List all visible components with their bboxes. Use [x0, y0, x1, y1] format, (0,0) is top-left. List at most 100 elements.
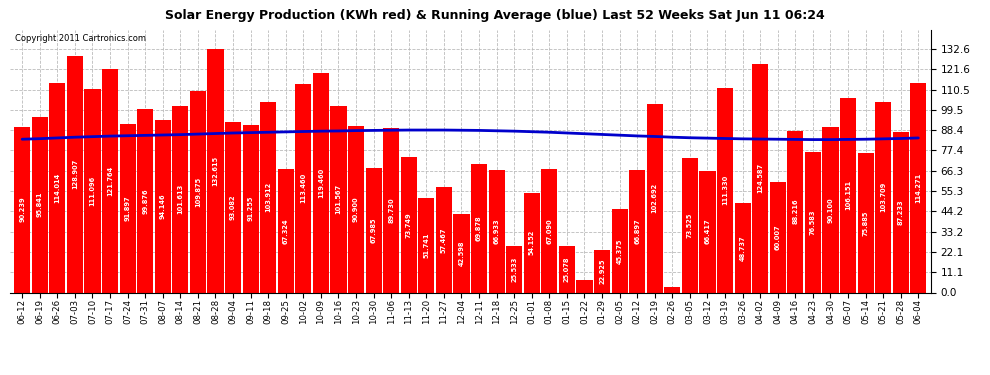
Bar: [277, 169, 294, 292]
Text: 95.841: 95.841: [37, 192, 43, 217]
Bar: [313, 73, 329, 292]
Bar: [682, 158, 698, 292]
Text: 73.749: 73.749: [406, 212, 412, 238]
Text: 75.885: 75.885: [862, 210, 868, 236]
Text: 114.014: 114.014: [54, 173, 60, 203]
Bar: [646, 104, 663, 292]
Text: 73.525: 73.525: [687, 212, 693, 238]
Text: 90.100: 90.100: [828, 197, 834, 223]
Bar: [172, 106, 188, 292]
Text: 66.897: 66.897: [635, 218, 641, 244]
Bar: [558, 246, 575, 292]
Text: 94.146: 94.146: [159, 193, 165, 219]
Bar: [137, 109, 153, 292]
Text: 51.741: 51.741: [424, 232, 430, 258]
Bar: [576, 280, 593, 292]
Text: 87.233: 87.233: [898, 200, 904, 225]
Bar: [717, 88, 734, 292]
Bar: [629, 170, 645, 292]
Bar: [664, 287, 680, 292]
Text: 99.876: 99.876: [143, 188, 148, 214]
Text: 93.082: 93.082: [230, 194, 236, 220]
Text: 57.467: 57.467: [441, 227, 446, 252]
Bar: [752, 64, 768, 292]
Text: 54.152: 54.152: [529, 230, 535, 255]
Bar: [893, 132, 909, 292]
Bar: [207, 49, 224, 292]
Text: 114.271: 114.271: [916, 172, 922, 203]
Text: 121.764: 121.764: [107, 166, 113, 196]
Text: 90.239: 90.239: [19, 197, 25, 222]
Text: 76.583: 76.583: [810, 210, 816, 235]
Bar: [84, 88, 101, 292]
Text: Copyright 2011 Cartronics.com: Copyright 2011 Cartronics.com: [15, 34, 146, 43]
Bar: [243, 125, 258, 292]
Bar: [823, 127, 839, 292]
Bar: [699, 171, 716, 292]
Bar: [14, 127, 31, 292]
Text: 111.096: 111.096: [89, 176, 95, 206]
Bar: [769, 182, 786, 292]
Bar: [612, 209, 628, 292]
Bar: [401, 157, 417, 292]
Bar: [805, 152, 821, 292]
Bar: [383, 128, 399, 292]
Bar: [331, 106, 346, 292]
Text: 124.587: 124.587: [757, 163, 763, 193]
Bar: [418, 198, 435, 292]
Text: 103.709: 103.709: [880, 182, 886, 213]
Text: 102.692: 102.692: [651, 183, 657, 213]
Bar: [190, 91, 206, 292]
Bar: [67, 56, 83, 292]
Bar: [154, 120, 171, 292]
Text: 101.613: 101.613: [177, 184, 183, 214]
Text: 106.151: 106.151: [845, 180, 851, 210]
Text: 48.737: 48.737: [740, 235, 745, 261]
Bar: [120, 124, 136, 292]
Text: Solar Energy Production (KWh red) & Running Average (blue) Last 52 Weeks Sat Jun: Solar Energy Production (KWh red) & Runn…: [165, 9, 825, 22]
Text: 90.900: 90.900: [353, 196, 359, 222]
Text: 67.324: 67.324: [283, 218, 289, 243]
Bar: [436, 187, 452, 292]
Bar: [32, 117, 48, 292]
Text: 109.875: 109.875: [195, 177, 201, 207]
Text: 69.878: 69.878: [476, 216, 482, 241]
Text: 111.330: 111.330: [722, 175, 728, 206]
Text: 67.985: 67.985: [370, 217, 376, 243]
Bar: [488, 170, 505, 292]
Text: 119.460: 119.460: [318, 168, 324, 198]
Bar: [594, 251, 610, 292]
Bar: [840, 98, 856, 292]
Bar: [857, 153, 873, 292]
Bar: [875, 102, 891, 292]
Bar: [787, 130, 804, 292]
Bar: [365, 168, 382, 292]
Bar: [102, 69, 118, 292]
Text: 66.417: 66.417: [705, 219, 711, 245]
Bar: [225, 122, 242, 292]
Text: 132.615: 132.615: [213, 156, 219, 186]
Text: 22.925: 22.925: [599, 259, 605, 284]
Bar: [735, 203, 750, 292]
Text: 113.460: 113.460: [300, 173, 306, 204]
Bar: [471, 164, 487, 292]
Text: 60.007: 60.007: [775, 225, 781, 250]
Text: 128.907: 128.907: [72, 159, 78, 189]
Text: 25.533: 25.533: [511, 256, 517, 282]
Bar: [453, 214, 469, 292]
Text: 25.078: 25.078: [564, 257, 570, 282]
Bar: [910, 83, 927, 292]
Bar: [506, 246, 523, 292]
Text: 88.216: 88.216: [792, 199, 798, 224]
Bar: [542, 170, 557, 292]
Text: 101.567: 101.567: [336, 184, 342, 214]
Bar: [260, 102, 276, 292]
Text: 66.933: 66.933: [494, 218, 500, 244]
Text: 91.255: 91.255: [248, 196, 253, 221]
Bar: [347, 126, 364, 292]
Bar: [295, 84, 312, 292]
Text: 103.912: 103.912: [265, 182, 271, 212]
Text: 91.897: 91.897: [125, 195, 131, 221]
Text: 42.598: 42.598: [458, 241, 464, 266]
Text: 89.730: 89.730: [388, 197, 394, 223]
